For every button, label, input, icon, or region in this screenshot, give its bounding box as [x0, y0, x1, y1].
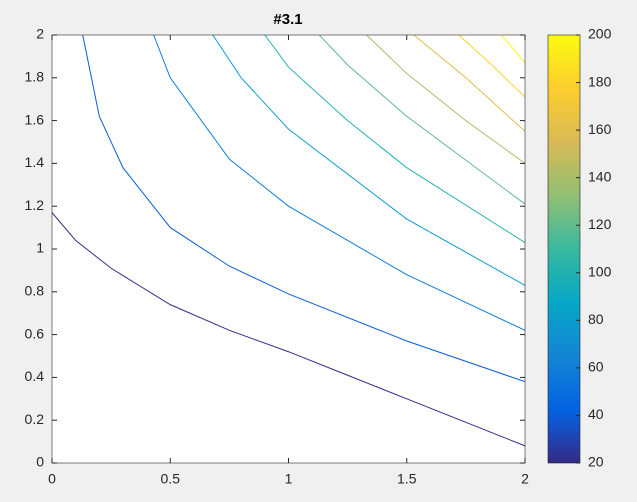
contour-line	[318, 34, 526, 205]
y-tick-label: 1.4	[25, 154, 45, 170]
colorbar-tick-label: 120	[588, 216, 612, 232]
y-tick-label: 1.2	[25, 197, 45, 213]
contour-line	[51, 212, 526, 447]
colorbar-box	[547, 34, 581, 464]
contour-line	[500, 34, 526, 64]
y-tick-label: 0	[36, 454, 44, 470]
y-tick-label: 1.8	[25, 69, 45, 85]
contour-line	[458, 34, 526, 98]
colorbar-tick-label: 180	[588, 73, 612, 89]
x-tick-label: 0	[48, 471, 56, 487]
chart-title: #3.1	[273, 11, 302, 28]
contour-line	[264, 34, 526, 244]
colorbar-tick-label: 80	[588, 311, 604, 327]
y-tick-label: 0.6	[25, 325, 45, 341]
colorbar-tick-label: 20	[588, 454, 604, 470]
colorbar-tick-label: 200	[588, 26, 612, 42]
colorbar	[548, 35, 580, 463]
x-tick-label: 0.5	[161, 471, 181, 487]
colorbar-tick-label: 100	[588, 263, 612, 279]
contour-line	[366, 34, 526, 164]
plot-area	[52, 35, 525, 463]
x-tick-label: 1.5	[397, 471, 417, 487]
y-tick-label: 2	[36, 26, 44, 42]
contour-line	[82, 34, 526, 383]
contour-line	[153, 34, 526, 331]
y-tick-label: 0.2	[25, 411, 45, 427]
y-tick-label: 1.6	[25, 111, 45, 127]
contour-line	[413, 34, 526, 132]
y-tick-label: 1	[36, 240, 44, 256]
colorbar-tick-label: 140	[588, 168, 612, 184]
colorbar-tick-label: 160	[588, 121, 612, 137]
x-tick-label: 2	[521, 471, 529, 487]
x-tick-label: 1	[285, 471, 293, 487]
y-tick-label: 0.8	[25, 283, 45, 299]
colorbar-tick-label: 40	[588, 406, 604, 422]
y-tick-label: 0.4	[25, 368, 45, 384]
colorbar-tick-label: 60	[588, 359, 604, 375]
contour-line	[212, 34, 526, 286]
